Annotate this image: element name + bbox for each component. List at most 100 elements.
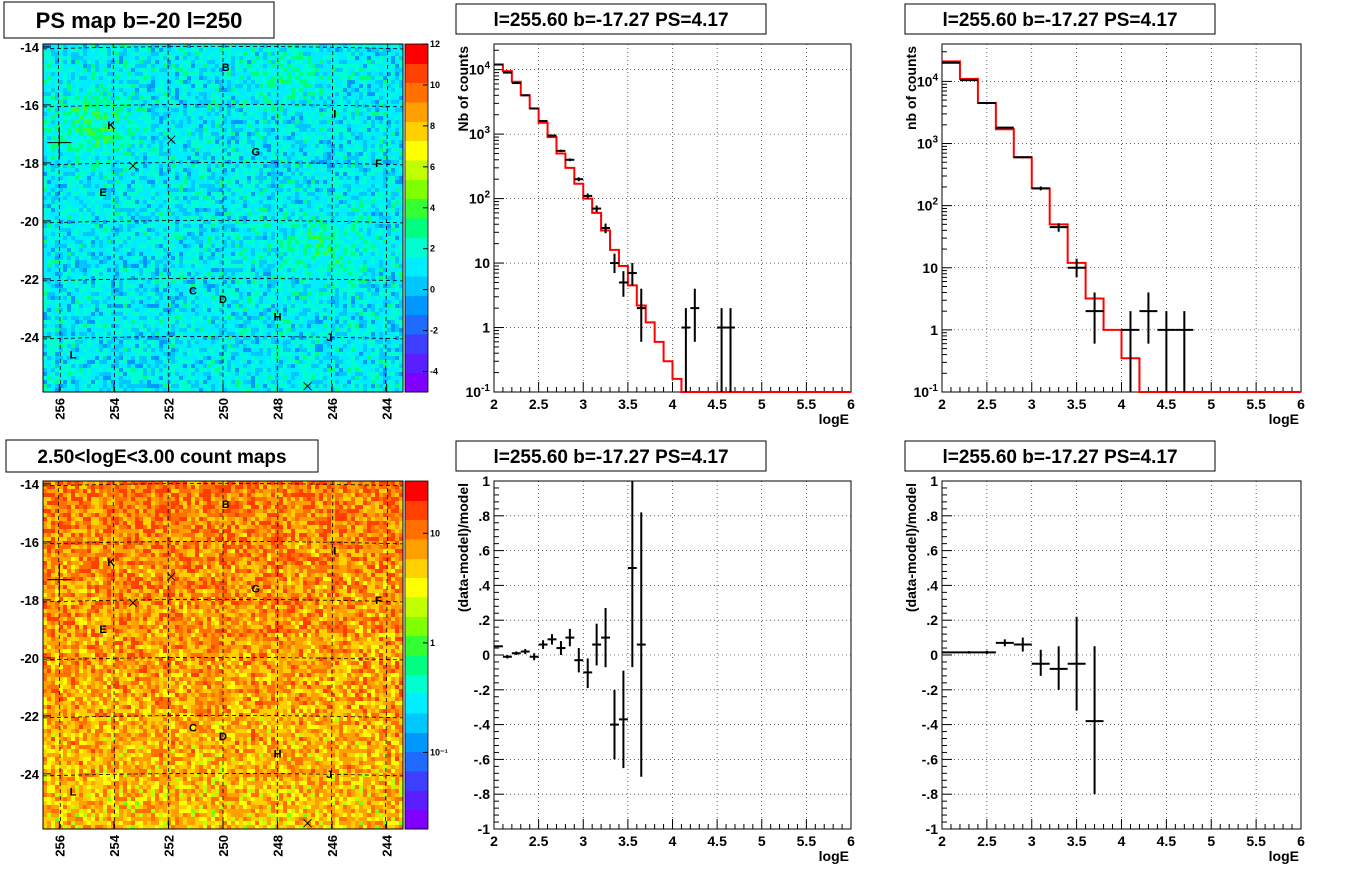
- plot-area: [494, 481, 851, 829]
- x-tick-label: 2.5: [529, 833, 549, 849]
- y-tick-label: 102: [469, 190, 491, 207]
- map-grid: [42, 43, 404, 393]
- data-point: [726, 308, 735, 392]
- data-point: [995, 639, 1014, 647]
- x-tick-label: 252: [161, 835, 176, 857]
- y-tick-label: -16: [20, 98, 39, 113]
- map-grid-line-l: [330, 480, 334, 830]
- colorbar-band: [405, 732, 428, 753]
- data-point: [627, 263, 637, 286]
- data-point: [1139, 292, 1158, 344]
- colorbar-band: [405, 44, 428, 64]
- data-point: [1013, 637, 1032, 652]
- x-tick-label: 6: [847, 396, 855, 412]
- x-tick-label: 2: [490, 396, 498, 412]
- source-label: C: [189, 286, 197, 298]
- y-tick-label: 0: [930, 647, 938, 663]
- source-label: K: [107, 557, 115, 569]
- y-tick-label: .8: [478, 508, 490, 524]
- data-point: [592, 205, 602, 212]
- x-tick-label: 254: [107, 834, 122, 856]
- plot-title-box: [904, 440, 1216, 472]
- plot-title-box: [455, 3, 767, 35]
- x-tick-label: 5: [758, 833, 766, 849]
- x-tick-label: 4: [669, 396, 677, 412]
- y-tick-label: -.2: [474, 682, 491, 698]
- x-tick-label: 3.5: [618, 833, 638, 849]
- colorbar-band: [405, 616, 428, 637]
- cross-marker: [303, 818, 312, 828]
- map-grid-line-l: [385, 43, 389, 393]
- y-tick-label: -18: [20, 593, 39, 608]
- plot-title: l=255.60 b=-17.27 PS=4.17: [455, 440, 767, 472]
- colorbar-tick-label: 1: [430, 638, 435, 648]
- source-label: D: [219, 731, 227, 743]
- x-tick-label: 250: [216, 835, 231, 857]
- x-tick-label: 5: [1207, 396, 1215, 412]
- colorbar-band: [405, 218, 428, 238]
- plot-title-text: PS map b=-20 l=250: [36, 8, 243, 33]
- colorbar-band: [405, 674, 428, 695]
- map-grid-line-l: [276, 480, 279, 830]
- data-point: [538, 640, 548, 649]
- x-tick-label: 256: [52, 835, 67, 857]
- y-tick-label: -.2: [922, 682, 939, 698]
- x-tick-label: 3.5: [1067, 833, 1087, 849]
- data-point: [502, 71, 512, 74]
- map-grid-line-l: [57, 480, 61, 830]
- y-tick-label: 10-1: [914, 383, 939, 400]
- x-tick-label: 246: [325, 835, 340, 857]
- x-tick-label: 2: [938, 833, 946, 849]
- data-point: [636, 512, 646, 777]
- source-label: H: [274, 749, 282, 761]
- data-point: [717, 308, 727, 392]
- data-point: [995, 126, 1014, 129]
- source-label: B: [222, 499, 230, 511]
- y-tick-label: .4: [478, 577, 490, 593]
- x-axis-label: logE: [819, 848, 849, 864]
- data-point: [494, 645, 503, 648]
- data-point: [494, 63, 503, 66]
- y-tick-label: -18: [20, 156, 39, 171]
- data-point: [690, 288, 700, 342]
- data-point: [1085, 292, 1104, 344]
- colorbar-band: [405, 481, 428, 501]
- map-grid-line-l: [167, 480, 170, 830]
- colorbar-band: [405, 693, 428, 714]
- plot-title-text: l=255.60 b=-17.27 PS=4.17: [942, 10, 1177, 31]
- y-tick-label: .6: [478, 543, 490, 559]
- y-tick-label: -24: [20, 767, 40, 782]
- y-tick-label: .4: [926, 577, 938, 593]
- colorbar-band: [405, 577, 428, 598]
- data-point: [538, 119, 548, 122]
- data-point: [636, 288, 646, 342]
- colorbar-band: [405, 121, 428, 142]
- x-tick-label: 4: [1118, 396, 1126, 412]
- source-label: F: [375, 158, 382, 170]
- y-tick-label: -1: [478, 821, 491, 837]
- map-grid-line-l: [276, 43, 279, 393]
- y-tick-label: 102: [917, 197, 939, 214]
- model-line: [942, 60, 1301, 393]
- x-tick-label: 2.5: [529, 396, 549, 412]
- colorbar-band: [405, 771, 428, 791]
- colorbar-band: [405, 372, 428, 393]
- x-tick-label: 3: [1028, 396, 1036, 412]
- data-point: [601, 223, 611, 234]
- data-point: [592, 623, 602, 666]
- colorbar-band: [405, 635, 428, 656]
- source-label: E: [99, 624, 106, 636]
- x-tick-label: 248: [271, 835, 286, 857]
- cross-marker: [128, 598, 138, 608]
- y-tick-label: 0: [482, 647, 490, 663]
- data-point: [529, 107, 539, 110]
- colorbar-band: [405, 82, 428, 103]
- y-tick-label: 103: [917, 135, 939, 152]
- data-point: [942, 651, 960, 654]
- y-tick-label: -.6: [922, 751, 939, 767]
- x-tick-label: 5.5: [1246, 396, 1266, 412]
- colorbar-tick-label: -2: [430, 326, 438, 336]
- plot-title: l=255.60 b=-17.27 PS=4.17: [904, 3, 1216, 35]
